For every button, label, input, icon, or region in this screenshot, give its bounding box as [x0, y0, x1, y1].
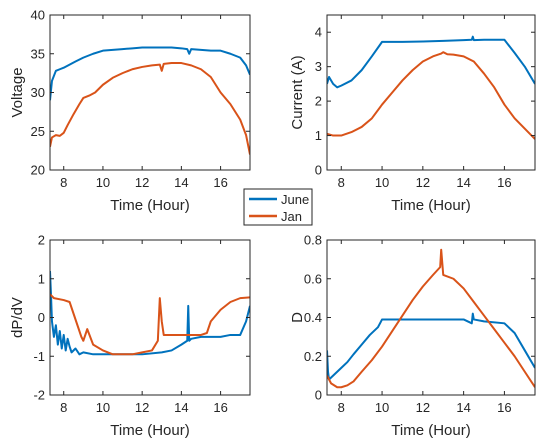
- x-tick-label: 10: [375, 175, 389, 190]
- x-tick-label: 16: [497, 400, 511, 415]
- x-tick-label: 16: [213, 175, 227, 190]
- x-tick-label: 14: [174, 400, 188, 415]
- x-tick-label: 10: [375, 400, 389, 415]
- series-line-jan: [327, 248, 535, 389]
- x-axis-label: Time (Hour): [391, 422, 470, 439]
- axes-box: [326, 14, 536, 171]
- legend: June Jan: [243, 188, 313, 226]
- x-tick-label: 14: [456, 400, 470, 415]
- axes-box: [49, 239, 251, 396]
- y-tick-label: 25: [31, 124, 45, 139]
- x-axis-label: Time (Hour): [110, 422, 189, 439]
- x-tick-label: 10: [96, 175, 110, 190]
- x-tick-label: 12: [416, 400, 430, 415]
- y-tick-label: 1: [315, 128, 322, 143]
- y-tick-label: 40: [31, 8, 45, 23]
- axes-box: [326, 239, 536, 396]
- x-tick-label: 8: [60, 175, 67, 190]
- legend-box: [243, 188, 313, 226]
- x-tick-label: 12: [416, 175, 430, 190]
- subplot-duty-cycle: 8 10 12 14 16 0 0.2 0.4 0.6 0.8 Time (Hour) D: [289, 233, 536, 439]
- y-axis-label: Current (A): [289, 55, 306, 129]
- y-tick-label: 35: [31, 46, 45, 61]
- y-tick-label: 0.8: [304, 233, 322, 248]
- y-tick-label: 0: [315, 388, 322, 403]
- x-tick-label: 8: [60, 400, 67, 415]
- x-tick-label: 8: [338, 400, 345, 415]
- y-tick-label: 0.6: [304, 271, 322, 286]
- y-tick-label: 30: [31, 85, 45, 100]
- y-tick-label: 2: [315, 94, 322, 109]
- x-tick-label: 12: [135, 175, 149, 190]
- y-tick-label: 0: [38, 310, 45, 325]
- y-tick-label: 0: [315, 163, 322, 178]
- y-tick-label: -1: [33, 349, 45, 364]
- subplot-voltage: 8 10 12 14 16 20 25 30 35 40 Time (Hour) Voltage: [9, 8, 251, 214]
- x-tick-label: 14: [174, 175, 188, 190]
- x-tick-label: 10: [96, 400, 110, 415]
- y-tick-label: 1: [38, 271, 45, 286]
- series-line-jan: [50, 293, 250, 356]
- series-line-june: [50, 46, 250, 101]
- x-tick-label: 12: [135, 400, 149, 415]
- series-line-june: [327, 35, 535, 89]
- x-tick-label: 16: [497, 175, 511, 190]
- x-axis-label: Time (Hour): [391, 197, 470, 214]
- y-tick-label: 0.2: [304, 349, 322, 364]
- y-tick-label: -2: [33, 388, 45, 403]
- x-tick-label: 16: [213, 400, 227, 415]
- y-tick-label: 3: [315, 59, 322, 74]
- series-line-june: [50, 270, 250, 356]
- y-axis-label: D: [289, 312, 306, 323]
- y-tick-label: 0.4: [304, 310, 322, 325]
- x-tick-label: 8: [338, 175, 345, 190]
- y-axis-label: Voltage: [9, 67, 26, 117]
- x-tick-label: 14: [456, 175, 470, 190]
- series-line-jan: [327, 51, 535, 140]
- y-tick-label: 2: [38, 233, 45, 248]
- y-tick-label: 20: [31, 163, 45, 178]
- y-tick-label: 4: [315, 25, 322, 40]
- y-axis-label: dP/dV: [9, 297, 26, 338]
- series-line-june: [327, 312, 535, 381]
- legend-label-jan: Jan: [281, 209, 302, 224]
- x-axis-label: Time (Hour): [110, 197, 189, 214]
- series-line-jan: [50, 62, 250, 155]
- legend-label-june: June: [281, 192, 309, 207]
